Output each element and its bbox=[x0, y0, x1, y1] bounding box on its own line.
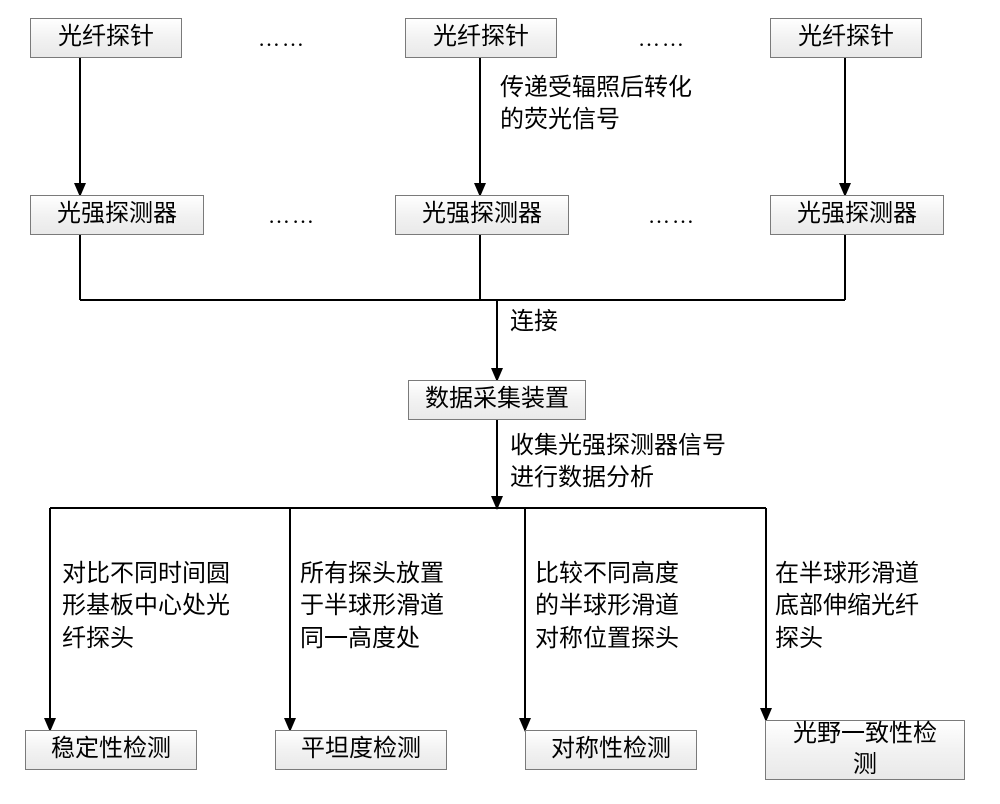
node-probe1: 光纤探针 bbox=[30, 18, 182, 58]
node-label: 光纤探针 bbox=[433, 22, 529, 53]
node-det2: 光强探测器 bbox=[395, 195, 569, 235]
node-label: 光纤探针 bbox=[798, 22, 894, 53]
node-probe2: 光纤探针 bbox=[405, 18, 557, 58]
ellipsis: …… bbox=[638, 26, 686, 52]
node-label: 光纤探针 bbox=[58, 22, 154, 53]
label-b2: 所有探头放置 于半球形滑道 同一高度处 bbox=[300, 558, 444, 655]
label-b4: 在半球形滑道 底部伸缩光纤 探头 bbox=[775, 558, 919, 655]
node-det1: 光强探测器 bbox=[30, 195, 204, 235]
label-b3: 比较不同高度 的半球形滑道 对称位置探头 bbox=[535, 558, 679, 655]
node-label: 光强探测器 bbox=[422, 199, 542, 230]
node-out1: 稳定性检测 bbox=[25, 730, 197, 770]
node-label: 光野一致性检 测 bbox=[793, 719, 937, 781]
ellipsis: …… bbox=[268, 203, 316, 229]
node-probe3: 光纤探针 bbox=[770, 18, 922, 58]
label-l3: 收集光强探测器信号 进行数据分析 bbox=[510, 430, 726, 495]
node-label: 数据采集装置 bbox=[425, 384, 569, 415]
node-label: 光强探测器 bbox=[797, 199, 917, 230]
node-det3: 光强探测器 bbox=[770, 195, 944, 235]
ellipsis: …… bbox=[648, 203, 696, 229]
ellipsis: …… bbox=[258, 26, 306, 52]
label-l1: 传递受辐照后转化 的荧光信号 bbox=[500, 72, 692, 137]
node-label: 稳定性检测 bbox=[51, 734, 171, 765]
node-daq: 数据采集装置 bbox=[408, 380, 586, 420]
node-label: 对称性检测 bbox=[551, 734, 671, 765]
label-l2: 连接 bbox=[510, 306, 558, 338]
node-label: 光强探测器 bbox=[57, 199, 177, 230]
node-out3: 对称性检测 bbox=[525, 730, 697, 770]
label-b1: 对比不同时间圆 形基板中心处光 纤探头 bbox=[62, 558, 230, 655]
flowchart-canvas: 光纤探针 光纤探针 光纤探针光强探测器 光强探测器 光强探测器数据采集装置稳定性检测 平坦… bbox=[0, 0, 1000, 804]
node-out2: 平坦度检测 bbox=[275, 730, 447, 770]
node-out4: 光野一致性检 测 bbox=[765, 720, 965, 780]
node-label: 平坦度检测 bbox=[301, 734, 421, 765]
